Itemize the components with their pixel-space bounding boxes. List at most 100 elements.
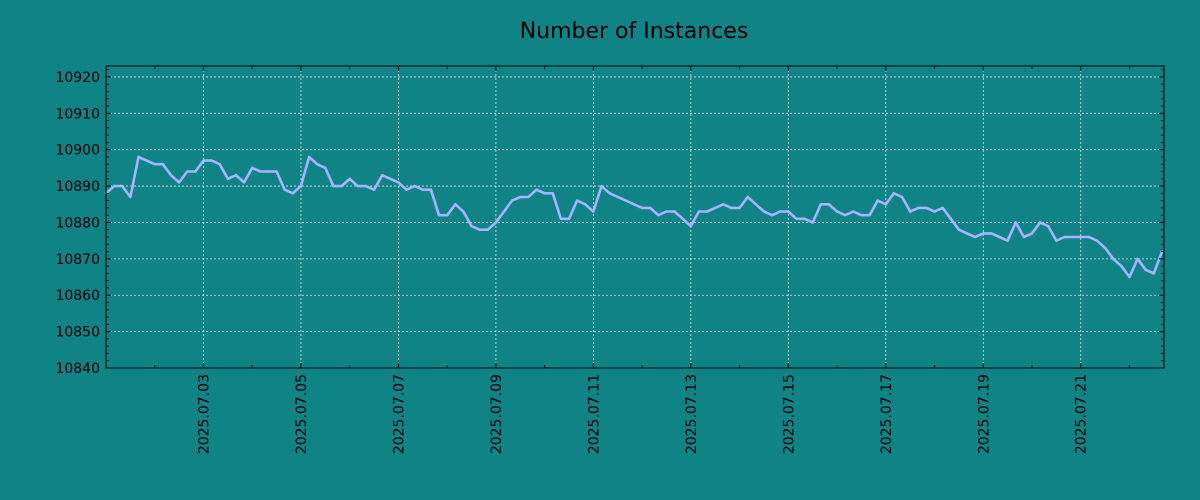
data-point [860,214,863,217]
data-point [397,181,400,184]
data-point [1071,235,1074,239]
data-point [446,214,449,217]
data-point [405,188,408,191]
data-point [210,159,213,162]
data-point [779,210,782,213]
data-point [567,217,571,220]
data-point [811,221,814,224]
data-point [145,159,148,162]
data-point [714,206,717,210]
grid-lines [106,66,1164,368]
y-tick-label: 10860 [55,288,100,304]
data-point [502,210,506,213]
data-point [316,163,319,166]
data-point [584,203,587,206]
data-point [957,228,961,231]
data-point [762,210,766,213]
y-tick-label: 10890 [55,179,100,195]
data-point [925,206,928,210]
data-point [1063,235,1066,239]
data-point [242,181,246,184]
data-point [795,217,798,220]
data-point [1079,235,1082,239]
data-point [965,232,969,235]
data-point [153,163,156,166]
data-point [917,206,920,210]
data-point [892,192,896,195]
data-point [267,170,270,173]
data-point [1152,272,1156,275]
data-point [421,188,424,191]
data-point [1014,221,1017,224]
data-point [697,210,701,213]
data-point [381,174,384,177]
data-point [470,224,473,228]
data-point [575,199,579,202]
data-point [177,181,181,184]
data-point [868,214,871,217]
x-tick-label: 2025.07.03 [196,374,212,454]
data-point [437,214,441,217]
x-tick-label: 2025.07.11 [586,374,602,454]
data-point [876,199,879,202]
x-tick-label: 2025.07.13 [684,374,700,454]
y-tick-label: 10870 [55,252,100,268]
x-tick-label: 2025.07.17 [879,374,895,454]
data-point [519,195,522,199]
data-point [275,170,278,173]
data-point [705,210,709,213]
data-point [746,195,749,199]
data-point [884,203,887,206]
y-tick-label: 10910 [55,106,100,122]
axes: 10840 10850 10860 10870 10880 10890 10900 10910… [55,66,1164,454]
data-point [559,217,563,220]
data-point [348,177,351,180]
data-point [543,192,546,195]
data-point [226,177,229,180]
data-point [324,166,327,170]
data-point [1038,221,1042,224]
x-tick-label: 2025.07.15 [781,374,797,454]
data-point [194,170,197,173]
data-point [592,210,595,213]
data-point [608,192,611,195]
data-point [234,174,238,177]
data-point [949,217,952,220]
data-point [429,188,433,191]
data-point [551,192,554,195]
x-tick-label: 2025.07.09 [489,374,505,454]
data-point [1120,264,1123,268]
data-point [1087,235,1091,239]
data-point [982,232,985,235]
x-tick-label: 2025.07.05 [294,374,310,454]
data-point [819,203,822,206]
data-point [1136,257,1139,260]
data-point [1128,275,1131,279]
data-point [827,203,831,206]
data-point [649,206,652,210]
data-point [624,199,628,202]
data-point [973,235,977,239]
data-point [657,214,660,217]
data-point [689,224,692,228]
data-point [787,210,790,213]
data-point [730,206,733,210]
data-point [1144,268,1147,271]
y-tick-label: 10900 [55,143,100,159]
data-point [1095,239,1099,242]
x-tick-label: 2025.07.19 [976,374,992,454]
data-point [364,184,368,188]
data-point [121,184,124,188]
data-point [1103,246,1107,250]
data-point [1112,257,1115,260]
data-point [283,188,286,191]
data-point [356,184,359,188]
data-point [372,188,376,191]
data-point [1022,235,1026,239]
data-point [754,203,757,206]
data-point [251,166,254,170]
data-point [1030,232,1034,235]
